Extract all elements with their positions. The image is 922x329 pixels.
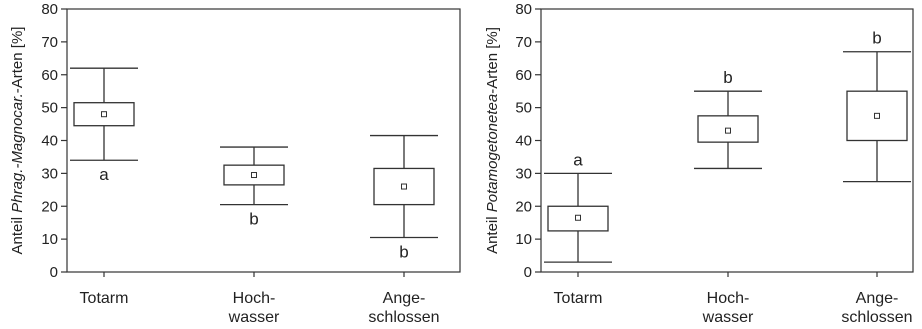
box-3: b — [843, 29, 911, 183]
y-tick-label: 40 — [41, 133, 58, 150]
y-tick-label: 70 — [515, 34, 532, 51]
x-category-label: Hoch-wasser — [228, 290, 280, 326]
mean-marker — [401, 183, 407, 190]
y-tick-label: 0 — [50, 264, 58, 281]
x-category-label: Ange-schlossen — [841, 290, 912, 326]
x-category-label-line: Totarm — [80, 290, 129, 307]
y-tick-label: 80 — [515, 1, 532, 18]
y-tick-label: 20 — [515, 198, 532, 215]
x-category-label-line: Ange- — [383, 290, 426, 307]
x-category-label: Hoch-wasser — [702, 290, 754, 326]
y-axis-label-part: Potamogetonetea — [484, 94, 501, 212]
significance-letter: b — [399, 242, 408, 261]
y-axis-label-part: -Arten [%] — [9, 27, 26, 94]
x-category-label: Totarm — [554, 290, 603, 307]
y-axis-label-part: -Arten [%] — [484, 27, 501, 94]
y-axis-label: Anteil Phrag.-Magnocar.-Arten [%] — [9, 27, 26, 255]
x-category-label: Ange-schlossen — [368, 290, 439, 326]
x-category-label-line: schlossen — [368, 309, 439, 326]
mean-marker — [101, 111, 107, 118]
x-category-label-line: wasser — [702, 309, 754, 326]
y-tick-label: 30 — [515, 165, 532, 182]
significance-letter: b — [872, 29, 881, 48]
significance-letter: b — [723, 68, 732, 87]
y-axis-label: Anteil Potamogetonetea-Arten [%] — [484, 27, 501, 254]
y-tick-label: 20 — [41, 198, 58, 215]
box-1: a — [544, 150, 612, 263]
y-tick-label: 70 — [41, 34, 58, 51]
mean-marker — [251, 172, 257, 179]
y-tick-label: 50 — [515, 100, 532, 117]
chart-panel-1: 0 10 20 30 40 50 60 70 80 Anteil Phrag.-Magnocar.… — [9, 1, 461, 326]
box-1: a — [70, 67, 138, 184]
y-tick-label: 10 — [41, 231, 58, 248]
mean-marker — [874, 112, 880, 119]
y-tick-label: 80 — [41, 1, 58, 18]
box-body — [547, 205, 609, 232]
significance-letter: b — [249, 210, 258, 229]
y-tick-label: 0 — [524, 264, 532, 281]
box-2: b — [694, 68, 762, 170]
x-category-label-line: schlossen — [841, 309, 912, 326]
x-category-label-line: wasser — [228, 309, 280, 326]
y-tick-label: 60 — [41, 67, 58, 84]
chart-panel-2: 0 10 20 30 40 50 60 70 80 Anteil Potamogetonetea-… — [484, 1, 914, 326]
y-axis-label-part: Phrag.-Magnocar. — [9, 93, 26, 213]
box-3: b — [370, 134, 438, 261]
x-category-label-line: Hoch- — [707, 290, 750, 307]
box-2: b — [220, 146, 288, 229]
x-category-label-line: Hoch- — [233, 290, 276, 307]
x-category-label-line: Totarm — [554, 290, 603, 307]
y-axis-label-part: Anteil — [484, 212, 501, 254]
y-tick-label: 60 — [515, 67, 532, 84]
y-tick-label: 50 — [41, 100, 58, 117]
x-category-label-line: Ange- — [856, 290, 899, 307]
mean-marker — [575, 214, 581, 221]
significance-letter: a — [573, 150, 583, 169]
y-tick-label: 30 — [41, 165, 58, 182]
y-tick-label: 10 — [515, 231, 532, 248]
x-category-label: Totarm — [80, 290, 129, 307]
significance-letter: a — [99, 165, 109, 184]
plot-frame — [66, 8, 461, 273]
y-axis-label-part: Anteil — [9, 213, 26, 255]
mean-marker — [725, 127, 731, 134]
y-tick-label: 40 — [515, 133, 532, 150]
